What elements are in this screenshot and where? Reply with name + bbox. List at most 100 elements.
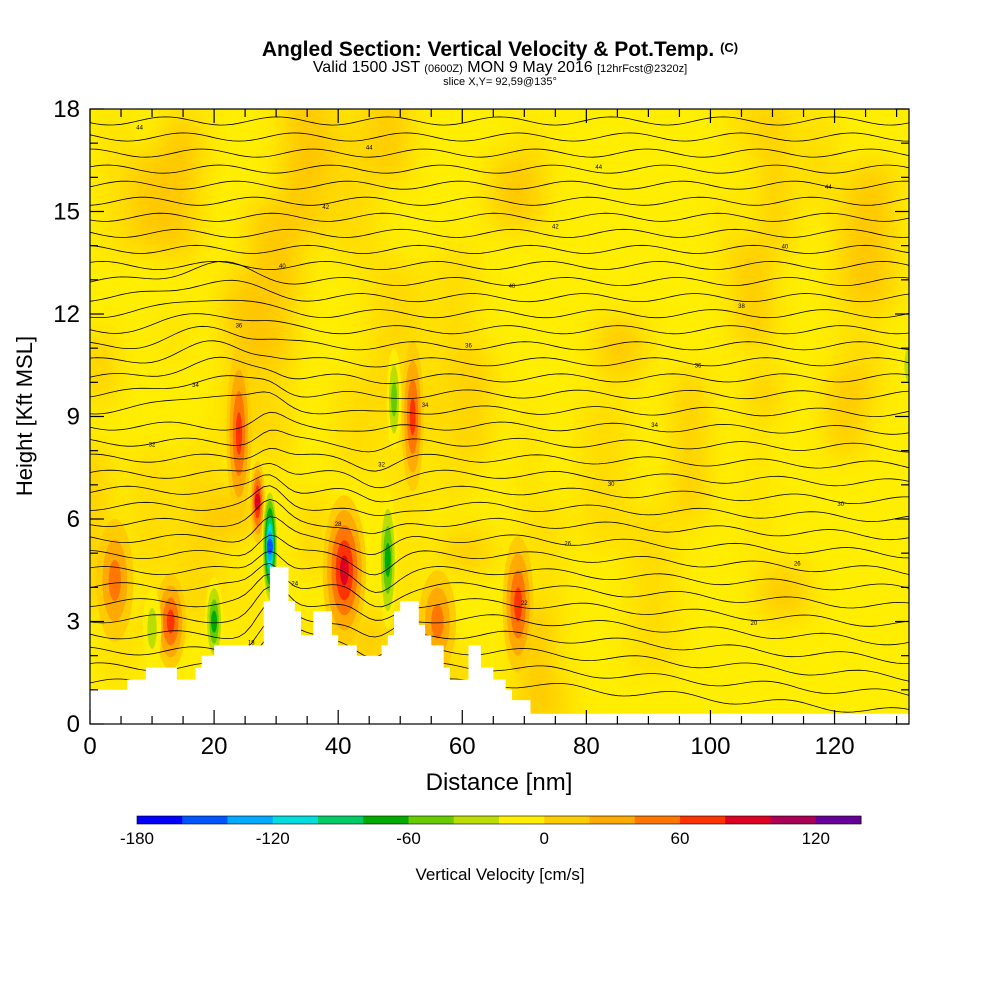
isentrope-label: 30 (608, 482, 615, 488)
velocity-texture-band (182, 468, 208, 618)
isentrope-label: 44 (136, 126, 143, 132)
downdraft-cell (378, 491, 398, 629)
isentrope-line (90, 148, 909, 158)
updraft-cell (226, 348, 252, 519)
x-tick-label: 120 (815, 733, 855, 760)
y-tick-label: 9 (67, 404, 80, 431)
isentrope-label: 26 (794, 561, 801, 567)
colorbar-swatch (318, 816, 364, 824)
velocity-texture-band (167, 311, 184, 366)
colorbar-tick-label: 0 (540, 829, 549, 848)
isentrope-line (90, 391, 909, 418)
velocity-level (266, 538, 273, 555)
colorbar-tick-label: 120 (802, 829, 830, 848)
isentrope-line (90, 132, 909, 142)
velocity-texture-band (581, 398, 627, 547)
isentrope-label: 36 (695, 363, 702, 369)
velocity-texture-band (492, 158, 540, 228)
velocity-texture-band (737, 243, 771, 347)
isentrope-line (90, 562, 909, 609)
updraft-cell (322, 495, 367, 646)
isentrope-line (90, 602, 909, 664)
velocity-texture-band (759, 568, 807, 617)
isentrope-line (90, 550, 909, 593)
y-tick-label: 15 (53, 199, 80, 226)
slice-label: slice X,Y= 92,59@135° (443, 76, 557, 88)
velocity-texture-band (224, 275, 253, 334)
isentrope-label: 32 (149, 443, 156, 449)
isentrope-label: 18 (248, 641, 255, 647)
velocity-texture-band (267, 332, 283, 457)
updraft-cell (155, 573, 187, 670)
velocity-texture-band (847, 165, 894, 309)
colorbar-tick-label: 60 (671, 829, 690, 848)
isentrope-line (90, 534, 909, 576)
isentrope-contours: 44 44 44 44 42 42 40 40 40 38 36 36 36 34 34 34 32 32 30 30… (90, 116, 909, 713)
subtitle-valid-time: Valid 1500 JST (312, 59, 420, 76)
y-tick-labels: 0 3 6 9 12 15 18 (53, 96, 80, 738)
isentrope-line (90, 411, 909, 435)
colorbar-swatch (182, 816, 228, 824)
velocity-level (391, 382, 398, 417)
velocity-texture-band (731, 109, 761, 155)
velocity-texture-band (130, 154, 165, 250)
y-axis-label: Height [Kft MSL] (12, 336, 37, 496)
isentrope-label: 36 (465, 343, 472, 349)
velocity-level (147, 607, 157, 649)
colorbar-label: Vertical Velocity [cm/s] (415, 865, 584, 884)
colorbar-swatch (770, 816, 817, 824)
velocity-level (431, 604, 444, 639)
isentrope-line (90, 375, 909, 400)
colorbar (136, 815, 862, 825)
velocity-texture-band (810, 114, 826, 203)
x-tick-labels: 0 20 40 60 80 100 120 (83, 733, 854, 760)
y-tick-label: 3 (67, 609, 80, 636)
isentrope-line (90, 244, 909, 254)
y-tick-label: 12 (53, 301, 80, 328)
colorbar-swatch (363, 816, 409, 824)
colorbar-tick-label: -60 (396, 829, 421, 848)
colorbar-swatch (227, 816, 274, 824)
isentrope-line (90, 586, 909, 646)
y-tick-label: 0 (67, 711, 80, 738)
velocity-texture-band (441, 349, 471, 505)
isentrope-line (90, 116, 909, 126)
isentrope-label: 22 (521, 601, 528, 607)
isentrope-line (90, 356, 909, 385)
chart-title-tag: (C) (720, 40, 739, 55)
velocity-texture-band (90, 333, 113, 401)
velocity-level (108, 560, 122, 601)
isentrope-line (90, 516, 909, 559)
isentrope-label: 40 (279, 264, 286, 270)
isentrope-line (90, 228, 909, 238)
colorbar-frame (136, 815, 862, 825)
updraft-cell (502, 536, 534, 673)
isentrope-line (90, 212, 909, 222)
updraft-cell (96, 519, 134, 642)
velocity-level (235, 412, 243, 455)
isentrope-label: 34 (422, 403, 429, 409)
isentrope-label: 38 (738, 304, 745, 310)
isentrope-line (90, 474, 909, 505)
isentrope-line (90, 485, 909, 523)
isentrope-label: 44 (366, 145, 373, 151)
x-tick-label: 20 (201, 733, 228, 760)
isentrope-label: 34 (192, 383, 199, 389)
velocity-texture-band (467, 351, 486, 459)
isentrope-line (90, 313, 909, 335)
chart-subtitle: Valid 1500 JST (0600Z) MON 9 May 2016 [1… (0, 59, 1000, 78)
colorbar-swatch (680, 816, 726, 824)
velocity-level (904, 348, 909, 383)
downdraft-cell (142, 587, 162, 670)
velocity-level (211, 610, 218, 633)
y-tick-label: 6 (67, 506, 80, 533)
x-tick-label: 0 (83, 733, 96, 760)
subtitle-utc-time: (0600Z) (424, 63, 463, 75)
velocity-level (409, 397, 416, 436)
velocity-texture-band (104, 111, 124, 259)
isentrope-line (90, 299, 909, 319)
isentrope-label: 40 (509, 284, 516, 290)
velocity-texture-band (339, 110, 378, 264)
isentrope-label: 26 (564, 542, 571, 548)
velocity-texture-band (536, 498, 560, 602)
